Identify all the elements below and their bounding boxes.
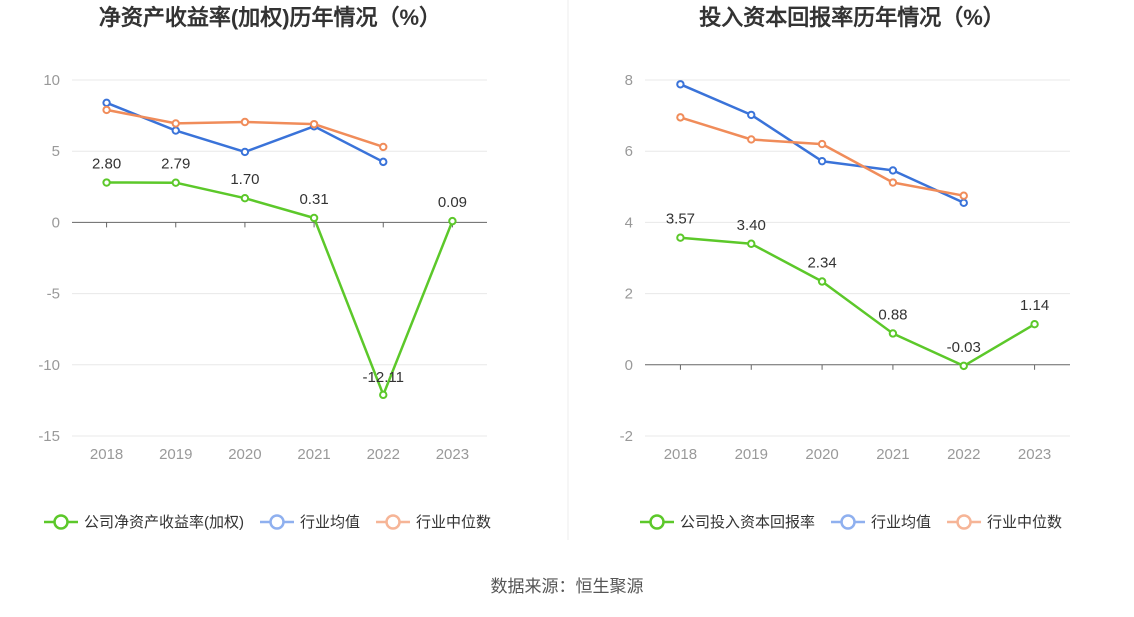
data-point	[309, 119, 319, 129]
y-tick-label: 0	[52, 214, 60, 231]
data-point	[102, 178, 111, 187]
chart-2: 投入资本回报率历年情况（%） 8 6 4 2 0 -2 2018 2019 2020 2021 202…	[620, 5, 1070, 531]
legend-marker	[649, 514, 665, 530]
legend-item: 行业均值	[831, 514, 931, 531]
legend-label: 行业中位数	[987, 514, 1062, 531]
data-point	[888, 329, 898, 338]
data-point	[676, 80, 685, 89]
data-label: 1.70	[230, 171, 259, 188]
y-tick-label: 2	[625, 286, 633, 303]
x-tick-label: 2022	[367, 446, 400, 463]
x-tick-label: 2023	[1018, 446, 1051, 463]
y-tick-label: -15	[38, 428, 60, 445]
data-label: -12.11	[363, 369, 404, 386]
data-label: 2.79	[161, 156, 190, 173]
data-point	[171, 126, 180, 135]
x-tick-label: 2018	[90, 446, 123, 463]
data-point	[448, 216, 457, 226]
data-point	[102, 98, 111, 107]
data-point	[676, 113, 685, 122]
data-point	[817, 156, 827, 166]
legend-item: 公司投入资本回报率	[640, 514, 815, 531]
data-point	[888, 178, 898, 187]
data-point	[676, 233, 685, 242]
legend-marker	[53, 514, 69, 530]
data-source: 数据来源：恒生聚源	[491, 577, 644, 596]
data-label: -0.03	[947, 339, 981, 356]
legend-item: 公司净资产收益率(加权)	[44, 514, 244, 531]
data-point	[817, 139, 827, 149]
data-point	[817, 277, 827, 286]
data-point	[102, 105, 111, 115]
data-label: 3.57	[666, 211, 695, 228]
x-tick-label: 2023	[436, 446, 469, 463]
series-line	[680, 236, 1036, 368]
data-point	[379, 390, 388, 400]
data-label: 0.88	[878, 306, 907, 323]
chart-1: 净资产收益率(加权)历年情况（%） 10 5 0 -5 -10 -15 2018 2019 202…	[38, 5, 491, 531]
legend-marker	[956, 514, 972, 530]
data-point	[747, 110, 756, 120]
data-label: 0.09	[438, 194, 467, 211]
legend-label: 公司净资产收益率(加权)	[84, 514, 244, 531]
series-line	[106, 181, 454, 397]
data-label: 1.14	[1020, 297, 1049, 314]
x-tick-label: 2019	[159, 446, 192, 463]
legend-item: 行业中位数	[947, 514, 1062, 531]
data-label: 0.31	[299, 191, 328, 208]
legend-marker	[385, 514, 401, 530]
data-point	[379, 142, 388, 152]
data-point	[747, 239, 756, 248]
y-tick-label: -10	[38, 357, 60, 374]
data-point	[171, 119, 180, 128]
legend-item: 行业均值	[260, 514, 360, 531]
x-tick-label: 2019	[735, 446, 768, 463]
data-point	[240, 147, 250, 157]
data-point	[959, 191, 968, 200]
y-tick-label: -5	[47, 286, 60, 303]
legend-marker	[269, 514, 285, 530]
data-point	[747, 135, 756, 144]
data-point	[240, 193, 250, 203]
y-tick-label: 0	[625, 357, 633, 374]
y-tick-label: 5	[52, 143, 60, 160]
data-label: 2.80	[92, 156, 121, 173]
chart-title: 净资产收益率(加权)历年情况（%）	[99, 5, 441, 30]
y-tick-label: -2	[620, 428, 633, 445]
legend-item: 行业中位数	[376, 514, 491, 531]
x-tick-label: 2018	[664, 446, 697, 463]
data-label: 3.40	[737, 217, 766, 234]
legend-marker	[840, 514, 856, 530]
data-point	[240, 117, 250, 127]
y-tick-label: 4	[625, 214, 633, 231]
y-tick-label: 6	[625, 143, 633, 160]
x-tick-label: 2020	[805, 446, 838, 463]
x-tick-label: 2021	[876, 446, 909, 463]
data-point	[309, 213, 319, 223]
x-tick-label: 2021	[297, 446, 330, 463]
legend-label: 行业均值	[871, 514, 931, 531]
y-tick-label: 10	[43, 72, 60, 89]
data-point	[1030, 320, 1039, 329]
data-point	[171, 178, 180, 187]
data-label: 2.34	[807, 254, 836, 271]
data-point	[888, 166, 898, 175]
data-point	[959, 198, 968, 208]
legend-label: 行业中位数	[416, 514, 491, 531]
y-tick-label: 8	[625, 72, 633, 89]
data-point	[379, 157, 388, 167]
data-point	[959, 361, 968, 371]
legend-label: 行业均值	[300, 514, 360, 531]
x-tick-label: 2020	[228, 446, 261, 463]
chart-title: 投入资本回报率历年情况（%）	[699, 5, 1005, 30]
legend-label: 公司投入资本回报率	[680, 514, 815, 531]
x-tick-label: 2022	[947, 446, 980, 463]
